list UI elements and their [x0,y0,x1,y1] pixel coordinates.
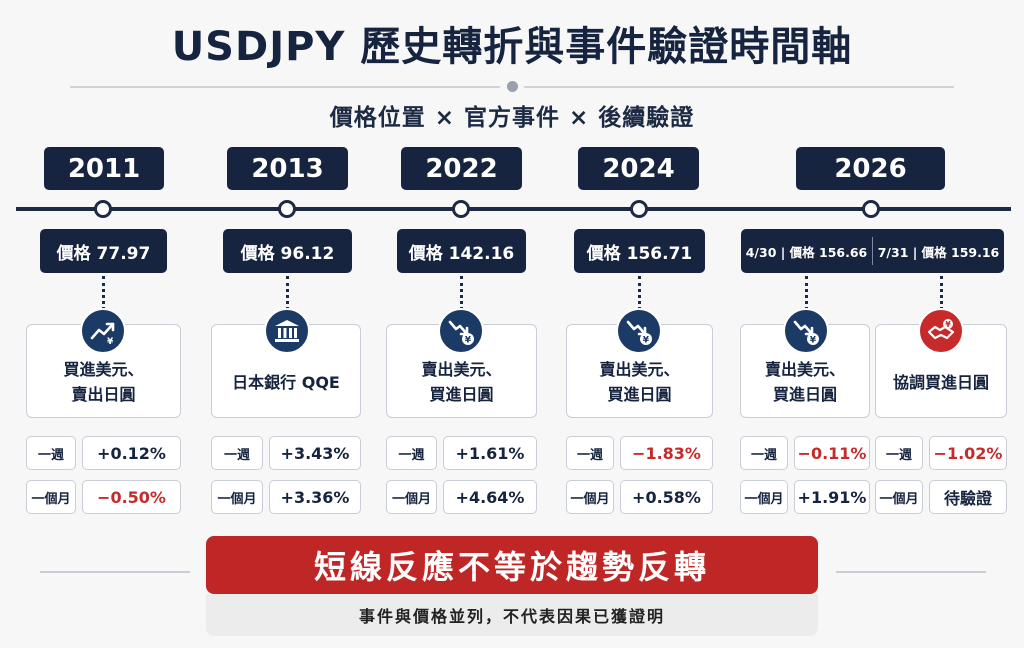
svg-text:¥: ¥ [107,337,114,346]
month-value-2026-jul: 待驗證 [929,480,1007,514]
conclusion-banner: 短線反應不等於趨勢反轉 [206,536,818,594]
page-title: USDJPY 歷史轉折與事件驗證時間軸 [171,24,853,70]
month-label-2011: 一個月 [26,480,76,514]
connector-2024 [638,276,641,310]
price-box-2013: 價格 96.12 [223,229,352,273]
event-action-2024: 賣出美元、 買進日圓 [599,360,680,404]
event-action-2026-jul: 協調買進日圓 [892,372,989,392]
footer-divider-right [836,571,986,573]
week-label-2026-jul: 一週 [875,436,923,470]
connector-2026-apr [805,276,808,310]
week-label-2024: 一週 [566,436,614,470]
trend-down-yen-icon: ¥ [783,308,829,354]
title-divider-left [70,86,500,88]
week-label-2026-apr: 一週 [740,436,788,470]
month-value-2024: +0.58% [620,480,713,514]
month-label-2026-jul: 一個月 [875,480,923,514]
price-box-2022: 價格 142.16 [397,229,526,273]
week-label-2022: 一週 [386,436,437,470]
bank-building-icon [264,308,310,354]
month-label-2026-apr: 一個月 [740,480,788,514]
month-value-2022: +4.64% [443,480,537,514]
year-label-2026: 2026 [796,147,945,190]
svg-text:¥: ¥ [643,336,650,346]
timeline-node-2026 [862,200,880,218]
footer-divider-left [40,571,190,573]
week-value-2024: −1.83% [620,436,713,470]
title-divider-dot [507,81,518,92]
month-value-2013: +3.36% [269,480,361,514]
trend-up-yen-icon: ¥ [80,308,126,354]
timeline-node-2011 [94,200,112,218]
connector-2022 [460,276,463,310]
connector-2026-jul [940,276,943,310]
page-subtitle: 價格位置 × 官方事件 × 後續驗證 [329,105,695,131]
year-label-2024: 2024 [578,147,699,190]
trend-down-yen-icon: ¥ [438,308,484,354]
event-action-2013: 日本銀行 QQE [232,372,340,392]
timeline-axis [16,207,1011,211]
event-action-2011: 買進美元、 賣出日圓 [63,360,144,404]
connector-2011 [102,276,105,310]
event-action-2022: 賣出美元、 買進日圓 [421,360,502,404]
title-divider-right [524,86,954,88]
timeline-node-2024 [630,200,648,218]
event-card-2013: 日本銀行 QQE [211,324,361,418]
month-label-2013: 一個月 [211,480,263,514]
month-label-2022: 一個月 [386,480,437,514]
month-value-2026-apr: +1.91% [794,480,870,514]
timeline-node-2013 [278,200,296,218]
year-label-2011: 2011 [44,147,164,190]
event-action-2026-apr: 賣出美元、 買進日圓 [764,360,845,404]
svg-text:¥: ¥ [945,320,951,329]
event-card-2022: 賣出美元、 買進日圓 [386,324,537,418]
price-box-2026: 4/30 | 價格 156.66 7/31 | 價格 159.16 [741,229,1004,273]
price-divider [872,237,873,265]
month-label-2024: 一個月 [566,480,614,514]
week-label-2013: 一週 [211,436,263,470]
price-box-2011: 價格 77.97 [40,229,167,273]
connector-2013 [286,276,289,310]
handshake-yen-icon: ¥ [918,308,964,354]
timeline-node-2022 [452,200,470,218]
svg-text:¥: ¥ [810,336,817,346]
disclaimer-note: 事件與價格並列，不代表因果已獲證明 [206,594,818,636]
trend-down-yen-icon: ¥ [616,308,662,354]
svg-text:¥: ¥ [465,336,472,346]
year-label-2013: 2013 [227,147,348,190]
week-value-2022: +1.61% [443,436,537,470]
price-box-2024: 價格 156.71 [574,229,705,273]
month-value-2011: −0.50% [82,480,181,514]
week-value-2026-jul: −1.02% [929,436,1007,470]
week-value-2011: +0.12% [82,436,181,470]
week-value-2026-apr: −0.11% [794,436,870,470]
price-2026-apr: 4/30 | 價格 156.66 [745,244,868,260]
week-label-2011: 一週 [26,436,76,470]
week-value-2013: +3.43% [269,436,361,470]
year-label-2022: 2022 [401,147,522,190]
price-2026-jul: 7/31 | 價格 159.16 [877,244,1000,260]
